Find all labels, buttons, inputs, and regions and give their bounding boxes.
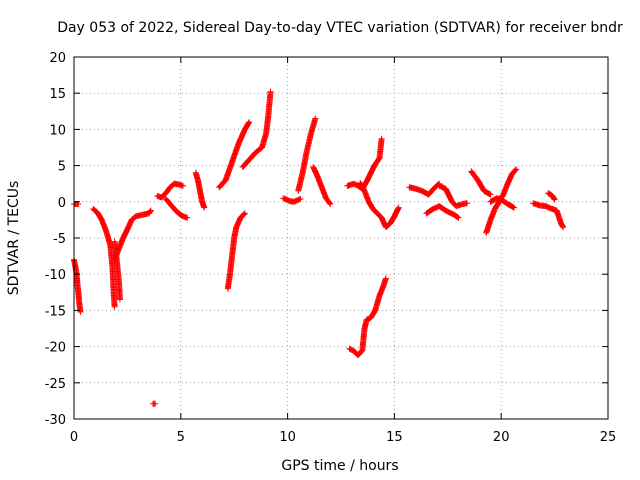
data-series-segment — [224, 210, 248, 292]
data-series-segment — [71, 256, 84, 315]
x-tick-label: 10 — [279, 430, 296, 445]
x-tick-label: 5 — [177, 430, 185, 445]
y-tick-label: -20 — [45, 341, 66, 356]
y-tick-label: -30 — [45, 413, 66, 428]
data-series-segment — [406, 180, 443, 198]
data-series-segment — [280, 195, 304, 205]
x-tick-label: 0 — [70, 430, 78, 445]
data-series-segment — [423, 203, 462, 221]
grid-lines — [74, 57, 608, 419]
y-axis-label: SDTVAR / TECUs — [6, 181, 22, 296]
data-series-segment — [344, 135, 385, 192]
data-series-segment — [295, 115, 319, 194]
x-tick-label: 15 — [386, 430, 403, 445]
data-series-segment — [487, 195, 518, 211]
data-points — [71, 88, 567, 407]
data-series-segment — [530, 200, 567, 231]
data-series-segment — [150, 400, 159, 407]
tick-labels: 0 5 10 15 20 25 -30 -25 -20 -15 -10 -5 0 5 10 15 20 — [45, 51, 617, 445]
x-tick-label: 25 — [600, 430, 617, 445]
y-tick-label: -25 — [45, 377, 66, 392]
data-series-segment — [310, 164, 334, 207]
data-series-segment — [436, 182, 471, 210]
data-series-segment — [357, 180, 402, 231]
y-tick-label: -15 — [45, 304, 66, 319]
chart-title: Day 053 of 2022, Sidereal Day-to-day VTE… — [57, 20, 623, 36]
x-axis-label: GPS time / hours — [281, 458, 398, 474]
y-tick-label: -5 — [53, 232, 66, 247]
axis-ticks — [73, 56, 609, 420]
data-series-segment — [154, 180, 186, 201]
data-series-segment — [216, 119, 253, 191]
data-series-segment — [346, 275, 389, 359]
y-tick-label: 15 — [49, 87, 66, 102]
data-series-segment — [239, 88, 274, 170]
data-series-segment — [90, 206, 118, 310]
data-series-segment — [111, 207, 154, 263]
y-tick-label: 0 — [58, 196, 66, 211]
y-tick-label: 10 — [49, 123, 66, 138]
y-tick-label: -10 — [45, 268, 66, 283]
y-tick-label: 5 — [58, 160, 66, 175]
data-series-segment — [192, 169, 208, 211]
data-series-segment — [545, 190, 558, 203]
x-tick-label: 20 — [493, 430, 510, 445]
y-tick-label: 20 — [49, 51, 66, 66]
data-series-segment — [162, 195, 191, 221]
data-series-segment — [468, 168, 494, 198]
